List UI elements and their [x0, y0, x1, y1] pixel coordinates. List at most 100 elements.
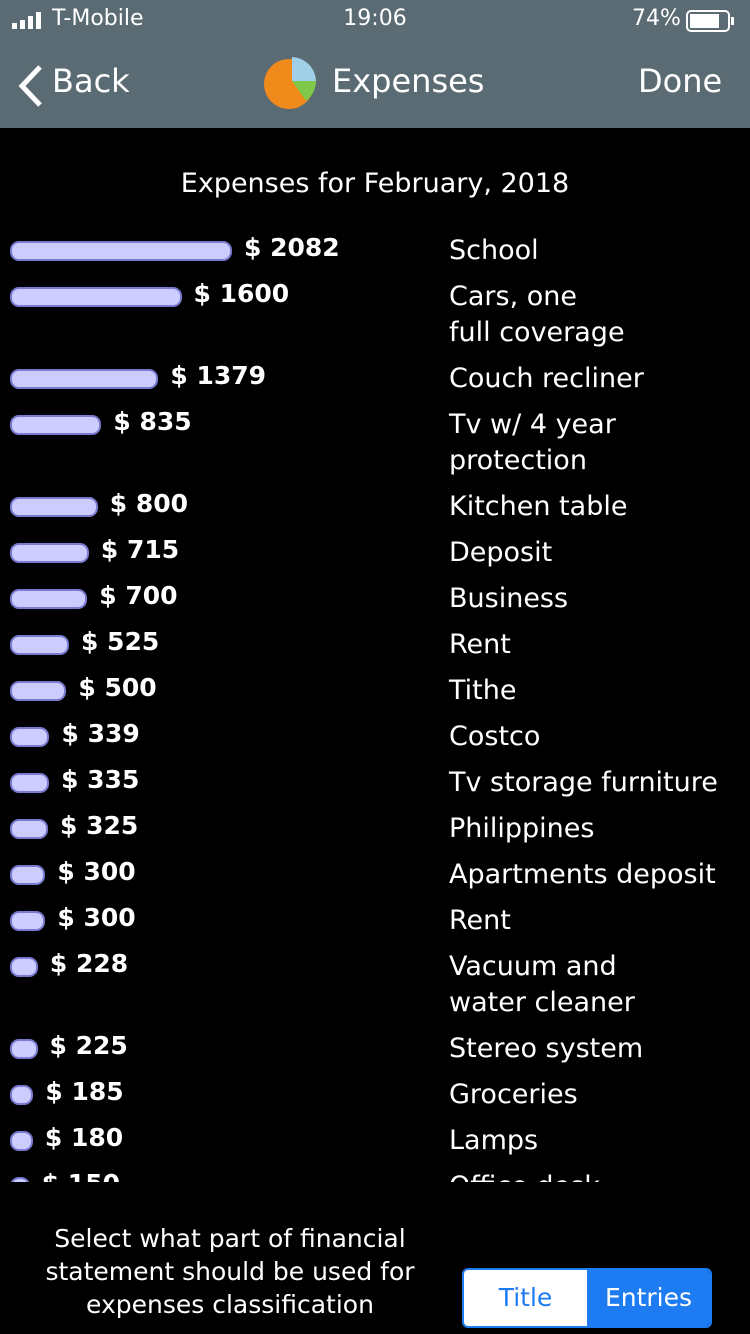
bar-cell: $ 180	[0, 1117, 449, 1163]
expense-label: Cars, one full coverage	[449, 281, 625, 348]
nav-title: Expenses	[332, 62, 485, 100]
amount-label: $ 525	[80, 627, 160, 656]
amount-label: $ 180	[44, 1123, 124, 1152]
expense-label: Lamps	[449, 1125, 539, 1156]
bar	[10, 369, 159, 389]
expense-row: $ 715 Deposit	[0, 529, 750, 575]
header: T-Mobile 19:06 74% Back Expenses Done	[0, 0, 750, 128]
bar-cell: $ 2082	[0, 227, 449, 273]
expense-label: School	[449, 235, 539, 266]
amount-label: $ 325	[60, 811, 139, 840]
expense-label: Couch recliner	[449, 363, 644, 394]
segment-title[interactable]: Title	[464, 1270, 587, 1326]
expense-row: $ 185 Groceries	[0, 1071, 750, 1117]
expense-label: Costco	[449, 721, 541, 752]
amount-label: $ 300	[57, 903, 136, 932]
amount-label: $ 700	[99, 581, 178, 610]
expense-label: Tv storage furniture	[449, 767, 718, 798]
bar	[10, 1131, 33, 1151]
bar-cell: $ 715	[0, 529, 449, 575]
amount-label: $ 228	[49, 949, 129, 978]
expense-row: $ 300 Rent	[0, 897, 750, 943]
bar	[10, 497, 98, 517]
expense-label: Rent	[449, 629, 511, 660]
bar-cell: $ 300	[0, 851, 449, 897]
expense-row: $ 325 Philippines	[0, 805, 750, 851]
expense-label: Apartments deposit	[449, 859, 716, 890]
bar-cell: $ 225	[0, 1025, 449, 1071]
bar	[10, 819, 49, 839]
expense-row: $ 1600 Cars, one full coverage	[0, 273, 750, 355]
bar-cell: $ 300	[0, 897, 449, 943]
expense-label: Stereo system	[449, 1033, 644, 1064]
expense-label: Vacuum and water cleaner	[449, 951, 635, 1018]
carrier: T-Mobile	[52, 6, 144, 31]
expense-row: $ 150 Office desk	[0, 1163, 750, 1182]
list-title: Expenses for February, 2018	[180, 168, 570, 199]
bar	[10, 287, 182, 307]
bar-cell: $ 835	[0, 401, 449, 447]
expense-row: $ 1379 Couch recliner	[0, 355, 750, 401]
bar-cell: $ 150	[0, 1163, 449, 1182]
amount-label: $ 225	[49, 1031, 128, 1060]
expense-row: $ 500 Tithe	[0, 667, 750, 713]
bar	[10, 1039, 38, 1059]
expense-list: $ 2082 School $ 1600 Cars, one full coverag…	[0, 227, 750, 1182]
expense-row: $ 335 Tv storage furniture	[0, 759, 750, 805]
expense-label: Rent	[449, 905, 511, 936]
bar-cell: $ 800	[0, 483, 449, 529]
description: Select what part of financial statement …	[45, 1224, 415, 1319]
battery-icon	[686, 10, 734, 32]
expense-label: Groceries	[449, 1079, 578, 1110]
back-chevron[interactable]	[16, 64, 46, 108]
bar	[10, 957, 38, 977]
expense-label: Kitchen table	[449, 491, 628, 522]
bar-cell: $ 1600	[0, 273, 449, 319]
expense-label: Business	[449, 583, 569, 614]
expense-row: $ 225 Stereo system	[0, 1025, 750, 1071]
expense-row: $ 180 Lamps	[0, 1117, 750, 1163]
app-icon	[264, 57, 316, 109]
segment-entries[interactable]: Entries	[587, 1270, 710, 1326]
back-button[interactable]: Back	[52, 62, 130, 100]
expense-label: Deposit	[449, 537, 553, 568]
amount-label: $ 335	[61, 765, 140, 794]
expense-label: Tithe	[449, 675, 517, 706]
bar-cell: $ 228	[0, 943, 449, 989]
amount-label: $ 1379	[170, 361, 267, 390]
expense-row: $ 800 Kitchen table	[0, 483, 750, 529]
bar	[10, 681, 67, 701]
bar	[10, 773, 50, 793]
expense-row: $ 2082 School	[0, 227, 750, 273]
expense-row: $ 339 Costco	[0, 713, 750, 759]
bar-cell: $ 185	[0, 1071, 449, 1117]
expense-label: Office desk	[449, 1163, 600, 1182]
segmented-control: Title Entries	[462, 1268, 712, 1328]
bar	[10, 589, 88, 609]
expense-label: Philippines	[449, 813, 595, 844]
signal-icon	[12, 12, 41, 29]
bar-cell: $ 325	[0, 805, 449, 851]
expense-row: $ 700 Business	[0, 575, 750, 621]
done-button[interactable]: Done	[638, 62, 723, 100]
amount-label: $ 1600	[193, 279, 290, 308]
amount-label: $ 150	[42, 1169, 120, 1182]
expense-row: $ 835 Tv w/ 4 year protection	[0, 401, 750, 483]
battery: 74%	[632, 6, 681, 31]
amount-label: $ 339	[61, 719, 140, 748]
amount-label: $ 185	[45, 1077, 124, 1106]
amount-label: $ 2082	[243, 233, 340, 262]
bar	[10, 865, 46, 885]
expense-row: $ 228 Vacuum and water cleaner	[0, 943, 750, 1025]
bar-cell: $ 700	[0, 575, 449, 621]
bar-cell: $ 525	[0, 621, 449, 667]
bar-cell: $ 339	[0, 713, 449, 759]
bar-cell: $ 335	[0, 759, 449, 805]
bar-cell: $ 1379	[0, 355, 449, 401]
amount-label: $ 715	[100, 535, 180, 564]
amount-label: $ 800	[109, 489, 189, 518]
bar	[10, 1177, 30, 1182]
bar	[10, 543, 89, 563]
bar-cell: $ 500	[0, 667, 449, 713]
